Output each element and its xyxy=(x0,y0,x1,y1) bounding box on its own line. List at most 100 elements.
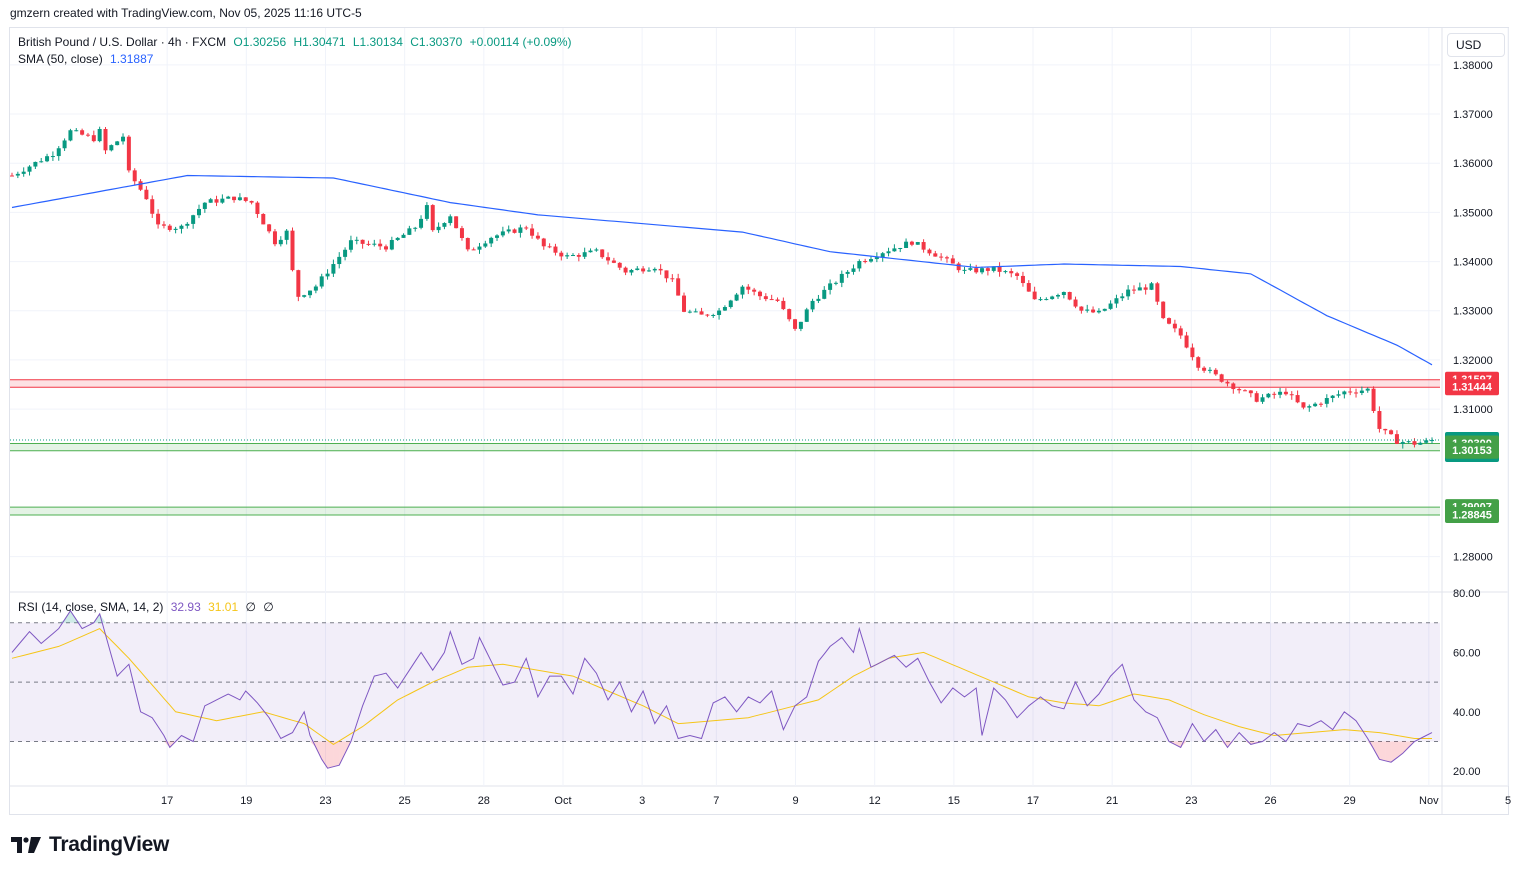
candle-body xyxy=(115,141,120,146)
candle-body xyxy=(956,263,961,271)
candle-body xyxy=(1348,391,1353,393)
candle-body xyxy=(933,253,938,257)
candle-body xyxy=(91,135,96,142)
candle-body xyxy=(1418,442,1423,445)
candle-body xyxy=(15,173,20,176)
candle-body xyxy=(740,286,745,295)
candle-body xyxy=(629,270,634,273)
symbol-label[interactable]: British Pound / U.S. Dollar · 4h · FXCM xyxy=(18,35,227,49)
candle-body xyxy=(1026,283,1031,292)
support-1-zone xyxy=(10,443,1440,451)
candle-body xyxy=(652,268,657,271)
candle-body xyxy=(132,170,137,182)
candle-body xyxy=(1155,283,1160,302)
candle-body xyxy=(267,224,272,232)
candle-body xyxy=(1114,298,1119,304)
rsi-oversold-fill xyxy=(1402,741,1409,754)
candle-body xyxy=(1283,391,1288,395)
support-2-zone xyxy=(10,507,1440,516)
open-value: O1.30256 xyxy=(233,35,287,49)
high-value: H1.30471 xyxy=(293,35,346,49)
candle-body xyxy=(810,300,815,310)
candle-body xyxy=(1196,357,1201,368)
sma-legend[interactable]: SMA (50, close) 1.31887 xyxy=(18,52,157,66)
candle-body xyxy=(383,246,388,250)
candle-body xyxy=(530,228,535,236)
candle-body xyxy=(1038,299,1043,301)
candle-body xyxy=(21,171,26,174)
candle-body xyxy=(337,256,342,265)
rsi-legend[interactable]: RSI (14, close, SMA, 14, 2) 32.93 31.01 … xyxy=(18,600,278,614)
candle-body xyxy=(535,235,540,239)
time-tick-label: 17 xyxy=(1027,795,1039,807)
price-legend: British Pound / U.S. Dollar · 4h · FXCM … xyxy=(18,35,576,49)
candle-body xyxy=(10,175,14,177)
candle-body xyxy=(1178,328,1183,336)
support-1-lower-label: 1.30153 xyxy=(1452,445,1492,457)
candle-body xyxy=(1096,310,1101,313)
candle-body xyxy=(898,247,903,249)
candle-body xyxy=(1248,390,1253,394)
price-tick-label: 1.28000 xyxy=(1453,552,1493,564)
candle-body xyxy=(1143,287,1148,290)
rsi-oversold-fill xyxy=(1245,741,1251,745)
candle-body xyxy=(1120,296,1125,299)
candle-body xyxy=(822,289,827,299)
candle-body xyxy=(33,161,38,167)
candle-body xyxy=(985,268,990,271)
rsi-oversold-fill xyxy=(1180,741,1187,748)
time-tick-label: Nov xyxy=(1419,795,1439,807)
candle-body xyxy=(1278,391,1283,395)
candle-body xyxy=(664,270,669,279)
candle-body xyxy=(670,278,675,280)
candle-body xyxy=(156,213,161,225)
candle-body xyxy=(103,128,108,151)
rsi-extra-1: ∅ xyxy=(245,600,256,614)
low-value: L1.30134 xyxy=(352,35,403,49)
price-tick-label: 1.36000 xyxy=(1453,158,1493,170)
candle-body xyxy=(477,246,482,250)
candle-body xyxy=(839,273,844,283)
currency-button[interactable]: USD xyxy=(1447,33,1505,57)
candle-body xyxy=(56,148,61,157)
candle-body xyxy=(547,246,552,248)
candle-body xyxy=(68,130,73,141)
candle-body xyxy=(1091,309,1096,313)
candle-body xyxy=(828,283,833,290)
rsi-oversold-fill xyxy=(1221,741,1228,748)
candle-body xyxy=(1243,390,1248,392)
candle-body xyxy=(196,208,201,216)
candle-body xyxy=(1167,318,1172,324)
rsi-label: RSI (14, close, SMA, 14, 2) xyxy=(18,600,164,614)
candle-body xyxy=(693,311,698,313)
candle-body xyxy=(232,196,237,201)
rsi-oversold-fill xyxy=(1385,741,1392,763)
candle-body xyxy=(302,295,307,297)
rsi-oversold-fill xyxy=(310,741,316,748)
candle-body xyxy=(459,228,464,239)
candle-body xyxy=(1377,411,1382,429)
change-value: +0.00114 (+0.09%) xyxy=(469,35,572,49)
candle-body xyxy=(185,223,190,226)
sma-line xyxy=(11,174,1433,366)
candle-body xyxy=(991,266,996,271)
candle-body xyxy=(1044,299,1049,301)
candle-body xyxy=(851,268,856,272)
candle-body xyxy=(588,250,593,253)
candle-body xyxy=(243,197,248,201)
candle-body xyxy=(430,205,435,231)
candle-body xyxy=(202,202,207,209)
candle-body xyxy=(997,266,1002,272)
candle-body xyxy=(1126,289,1131,297)
candle-body xyxy=(1207,369,1212,371)
candle-body xyxy=(1383,428,1388,431)
candle-body xyxy=(249,200,254,203)
price-tick-label: 1.33000 xyxy=(1453,306,1493,318)
candle-body xyxy=(39,161,44,163)
candle-body xyxy=(635,268,640,271)
candle-body xyxy=(676,278,681,296)
candle-body xyxy=(296,270,301,297)
candle-body xyxy=(769,299,774,301)
candle-body xyxy=(284,230,289,240)
